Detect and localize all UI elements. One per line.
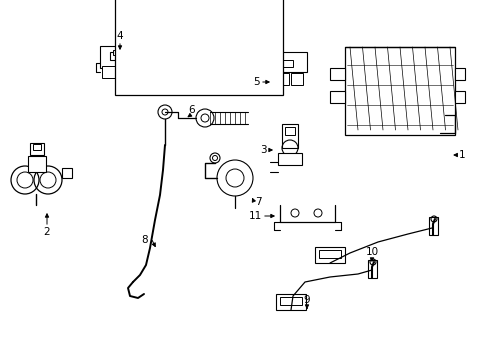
Bar [329, 68, 345, 80]
Bar [33, 144, 41, 150]
Bar [62, 168, 72, 178]
Text: 1: 1 [458, 150, 465, 160]
Text: 6: 6 [188, 105, 195, 115]
Bar [110, 52, 124, 60]
Bar [329, 91, 345, 103]
Text: 8: 8 [142, 235, 148, 245]
Text: 3: 3 [259, 145, 266, 155]
Bar [314, 247, 345, 263]
Text: 10: 10 [365, 247, 378, 257]
Bar [428, 217, 437, 235]
Bar [281, 60, 292, 67]
Text: 5: 5 [252, 77, 259, 87]
Bar [118, 66, 132, 78]
Text: 4: 4 [117, 31, 123, 41]
Bar [278, 153, 302, 165]
Text: 9: 9 [303, 295, 310, 305]
Bar [100, 46, 140, 68]
Bar [276, 73, 288, 85]
Bar [102, 66, 116, 78]
Bar [454, 68, 464, 80]
Bar [285, 127, 294, 135]
Bar [28, 156, 46, 172]
Text: 11: 11 [248, 211, 261, 221]
Bar [30, 143, 44, 155]
Text: 7: 7 [254, 197, 261, 207]
Bar [282, 124, 297, 148]
Bar [274, 52, 306, 72]
Bar [290, 73, 303, 85]
Bar [318, 250, 340, 258]
Bar [280, 297, 302, 305]
Bar [367, 260, 376, 278]
Bar [454, 91, 464, 103]
Bar [275, 294, 305, 310]
Text: 2: 2 [43, 227, 50, 237]
Bar [113, 50, 121, 55]
Bar [345, 47, 454, 135]
Bar [115, 0, 283, 95]
